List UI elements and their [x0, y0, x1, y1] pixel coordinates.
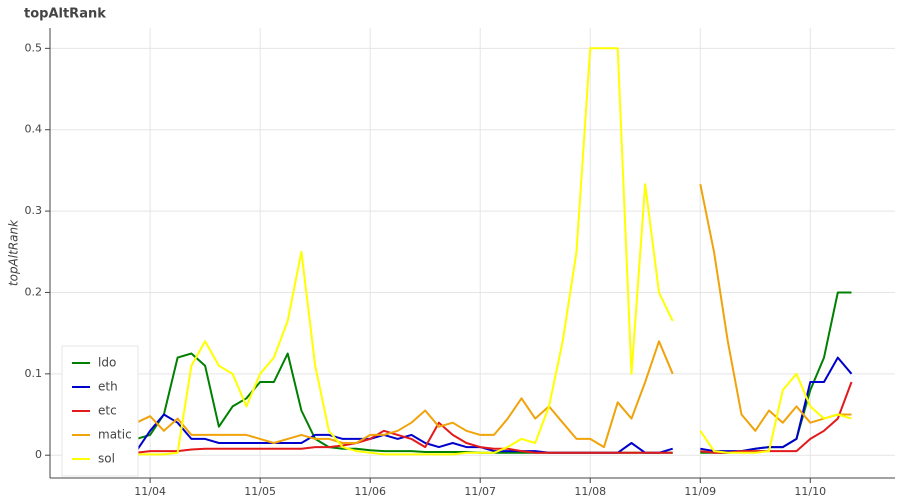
legend-box	[61, 345, 139, 477]
line-sol	[136, 47, 852, 456]
x-tick-label: 11/09	[684, 485, 716, 498]
y-tick-label: 0.2	[25, 285, 43, 298]
chart-title: topAltRank	[24, 7, 106, 22]
legend-label: matic	[98, 428, 132, 442]
y-axis-label: topAltRank	[7, 219, 21, 286]
x-tick-label: 11/06	[354, 485, 386, 498]
x-tick-label: 11/05	[244, 485, 276, 498]
y-tick-label: 0.3	[25, 204, 43, 217]
legend-label: etc	[98, 404, 117, 418]
y-tick-label: 0.1	[25, 367, 43, 380]
x-tick-label: 11/08	[574, 485, 606, 498]
y-tick-label: 0.5	[25, 41, 43, 54]
y-tick-label: 0	[35, 448, 42, 461]
x-tick-label: 11/04	[134, 485, 166, 498]
legend-label: sol	[98, 452, 115, 466]
legend-label: eth	[98, 380, 118, 394]
x-tick-label: 11/10	[794, 485, 826, 498]
x-tick-label: 11/07	[464, 485, 496, 498]
legend-label: ldo	[98, 356, 116, 370]
y-tick-label: 0.4	[25, 123, 43, 136]
